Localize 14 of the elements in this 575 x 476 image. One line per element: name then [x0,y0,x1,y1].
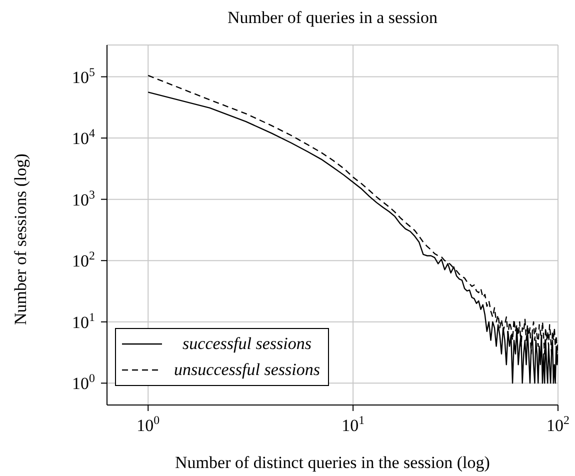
y-tick-label: 10$^{2}$ [72,248,96,271]
y-tick-label: 10$^{1}$ [72,310,96,332]
chart-title: Number of queries in a session [226,8,439,28]
y-tick-label: 10$^{4}$ [72,126,96,148]
x-tick-label: 10$^{0}$ [136,413,160,435]
y-axis-title: Number of sessions (log) [11,154,30,325]
x-tick-label: 10$^{1}$ [342,413,365,435]
y-tick-label: 10$^{0}$ [72,371,96,394]
legend-label: successful sessions [182,334,312,354]
y-tick-label: 10$^{3}$ [72,187,96,210]
y-tick-label: 10$^{5}$ [72,64,96,87]
x-axis-title: Number of distinct queries in the session (log) [175,453,490,472]
x-tick-label: 10$^{2}$ [546,413,570,435]
legend-label: unsuccessful sessions [173,360,321,380]
